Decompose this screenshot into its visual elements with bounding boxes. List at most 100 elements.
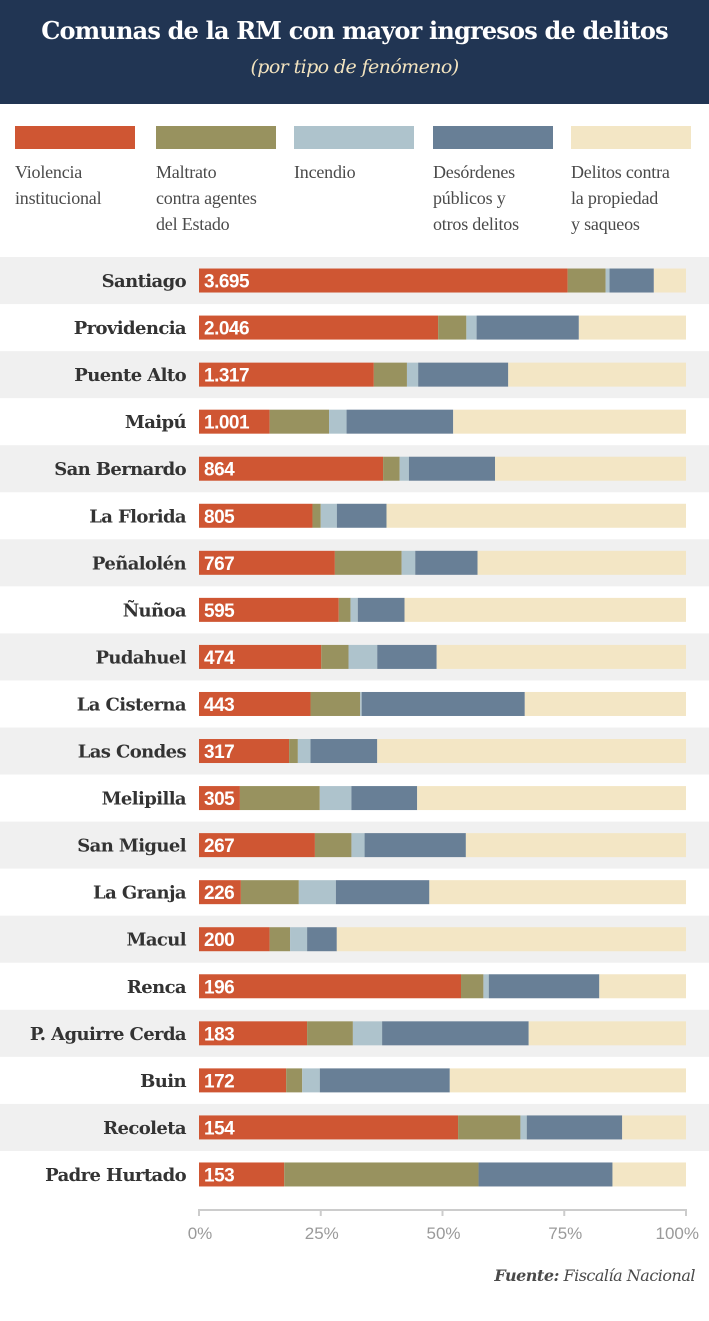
bar-segment-maltrato xyxy=(314,833,352,858)
bar-segment-maltrato xyxy=(240,880,299,905)
row-label-san-bernardo: San Bernardo xyxy=(54,459,186,480)
bar-segment-violencia xyxy=(199,409,270,434)
source-prefix: Fuente: xyxy=(494,1266,559,1285)
bar-segment-maltrato xyxy=(321,644,349,669)
row-label-la-granja: La Granja xyxy=(93,883,187,904)
bar-segment-propiedad xyxy=(417,786,686,811)
bar-segment-desordenes xyxy=(336,503,387,528)
bar-segment-propiedad xyxy=(612,1162,686,1187)
legend-swatch-desordenes xyxy=(433,126,553,149)
bar-segment-maltrato xyxy=(438,315,467,340)
bar-segment-desordenes xyxy=(364,833,466,858)
bar-segment-desordenes xyxy=(351,786,418,811)
value-label: 443 xyxy=(204,695,234,716)
bar-segment-maltrato xyxy=(461,974,484,999)
value-label: 3.695 xyxy=(204,272,250,293)
bar-segment-desordenes xyxy=(319,1068,450,1093)
bar-segment-propiedad xyxy=(508,362,686,387)
bar-segment-incendio xyxy=(329,409,347,434)
value-label: 153 xyxy=(204,1165,234,1186)
value-label: 317 xyxy=(204,742,234,763)
bar-segment-propiedad xyxy=(386,503,686,528)
bar-segment-incendio xyxy=(605,268,610,293)
bar-segment-maltrato xyxy=(458,1115,521,1140)
value-label: 200 xyxy=(204,930,234,951)
legend-swatch-maltrato xyxy=(156,126,276,149)
row-label-las-condes: Las Condes xyxy=(78,742,187,763)
row-label-maipu: Maipú xyxy=(125,412,187,433)
bar-segment-maltrato xyxy=(312,503,321,528)
value-label: 474 xyxy=(204,648,235,669)
bar-segment-incendio xyxy=(352,1021,383,1046)
bar-segment-propiedad xyxy=(477,550,686,575)
bar-segment-incendio xyxy=(351,833,365,858)
bar-segment-violencia xyxy=(199,1115,459,1140)
chart-subtitle: (por tipo de fenómeno) xyxy=(250,56,459,78)
bar-segment-propiedad xyxy=(453,409,686,434)
legend-item-desordenes: Desórdenes públicos y otros delitos xyxy=(433,126,553,237)
bar-segment-violencia xyxy=(199,362,374,387)
value-label: 595 xyxy=(204,601,235,622)
legend-item-violencia: Violencia institucional xyxy=(15,126,135,211)
bar-segment-incendio xyxy=(466,315,477,340)
bar-segment-propiedad xyxy=(599,974,686,999)
source-note: Fuente: Fiscalía Nacional xyxy=(494,1266,695,1285)
legend-item-maltrato: Maltrato contra agentes del Estado xyxy=(156,126,276,237)
legend-label-maltrato: Maltrato contra agentes del Estado xyxy=(156,162,257,234)
bar-segment-desordenes xyxy=(377,644,437,669)
row-label-san-miguel: San Miguel xyxy=(77,836,187,857)
bar-segment-propiedad xyxy=(429,880,686,905)
row-label-recoleta: Recoleta xyxy=(103,1118,187,1139)
bar-segment-incendio xyxy=(320,503,337,528)
row-label-melipilla: Melipilla xyxy=(102,789,187,810)
bar-segment-violencia xyxy=(199,597,339,622)
bar-segment-incendio xyxy=(297,739,311,764)
bar-segment-violencia xyxy=(199,315,439,340)
legend-item-propiedad: Delitos contra la propiedad y saqueos xyxy=(571,126,691,237)
value-label: 2.046 xyxy=(204,319,249,340)
bar-segment-desordenes xyxy=(609,268,654,293)
bar-segment-propiedad xyxy=(528,1021,686,1046)
x-tick-label: 0% xyxy=(188,1224,213,1243)
source-name: Fiscalía Nacional xyxy=(563,1266,696,1285)
legend-label-desordenes: Desórdenes públicos y otros delitos xyxy=(433,162,519,234)
value-label: 267 xyxy=(204,836,234,857)
bar-segment-incendio xyxy=(348,644,378,669)
bar-segment-desordenes xyxy=(418,362,509,387)
bar-segment-desordenes xyxy=(476,315,579,340)
bar-segment-incendio xyxy=(350,597,358,622)
bar-segment-propiedad xyxy=(524,691,686,716)
row-label-puente-alto: Puente Alto xyxy=(74,365,186,386)
bar-segment-desordenes xyxy=(382,1021,529,1046)
bar-segment-violencia xyxy=(199,1068,287,1093)
bar-segment-desordenes xyxy=(310,739,378,764)
bar-segment-violencia xyxy=(199,456,384,481)
bar-segment-desordenes xyxy=(361,691,525,716)
legend-item-incendio: Incendio xyxy=(294,126,414,185)
bar-segment-incendio xyxy=(319,786,352,811)
bar-segment-propiedad xyxy=(449,1068,686,1093)
bar-segment-desordenes xyxy=(346,409,454,434)
bar-segment-desordenes xyxy=(307,927,337,952)
bar-segment-maltrato xyxy=(338,597,351,622)
value-label: 805 xyxy=(204,507,235,528)
bar-segment-desordenes xyxy=(526,1115,623,1140)
value-label: 1.317 xyxy=(204,366,249,387)
bar-segment-maltrato xyxy=(567,268,606,293)
bar-segment-desordenes xyxy=(478,1162,613,1187)
bar-segment-desordenes xyxy=(488,974,600,999)
bar-segment-propiedad xyxy=(436,644,686,669)
row-label-santiago: Santiago xyxy=(102,271,187,292)
value-label: 196 xyxy=(204,977,234,998)
bar-segment-violencia xyxy=(199,974,462,999)
row-label-la-florida: La Florida xyxy=(89,506,187,527)
value-label: 183 xyxy=(204,1024,234,1045)
bar-segment-propiedad xyxy=(578,315,686,340)
bar-segment-violencia xyxy=(199,644,322,669)
bar-segment-maltrato xyxy=(289,739,298,764)
bar-segment-incendio xyxy=(302,1068,320,1093)
value-label: 305 xyxy=(204,789,235,810)
bar-segment-violencia xyxy=(199,927,270,952)
stacked-bar-chart: Santiago 3.695 Providencia 2.046 Puente Alto… xyxy=(0,257,709,1243)
value-label: 226 xyxy=(204,883,234,904)
